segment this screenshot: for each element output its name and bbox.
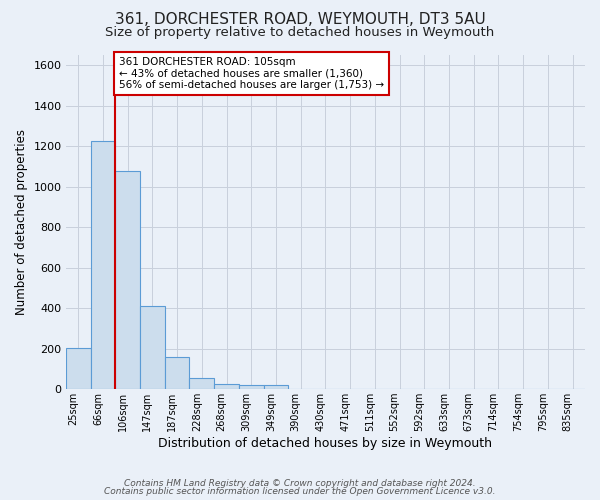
Text: 361 DORCHESTER ROAD: 105sqm
← 43% of detached houses are smaller (1,360)
56% of : 361 DORCHESTER ROAD: 105sqm ← 43% of det… bbox=[119, 57, 384, 90]
Y-axis label: Number of detached properties: Number of detached properties bbox=[15, 129, 28, 315]
Bar bbox=[239, 385, 263, 389]
Bar bbox=[214, 384, 239, 389]
X-axis label: Distribution of detached houses by size in Weymouth: Distribution of detached houses by size … bbox=[158, 437, 493, 450]
Bar bbox=[140, 306, 165, 389]
Text: 361, DORCHESTER ROAD, WEYMOUTH, DT3 5AU: 361, DORCHESTER ROAD, WEYMOUTH, DT3 5AU bbox=[115, 12, 485, 28]
Text: Size of property relative to detached houses in Weymouth: Size of property relative to detached ho… bbox=[106, 26, 494, 39]
Bar bbox=[190, 378, 214, 389]
Bar bbox=[91, 141, 115, 389]
Bar bbox=[66, 348, 91, 389]
Bar bbox=[115, 172, 140, 389]
Text: Contains public sector information licensed under the Open Government Licence v3: Contains public sector information licen… bbox=[104, 487, 496, 496]
Text: Contains HM Land Registry data © Crown copyright and database right 2024.: Contains HM Land Registry data © Crown c… bbox=[124, 478, 476, 488]
Bar bbox=[165, 357, 190, 389]
Bar bbox=[263, 385, 289, 389]
